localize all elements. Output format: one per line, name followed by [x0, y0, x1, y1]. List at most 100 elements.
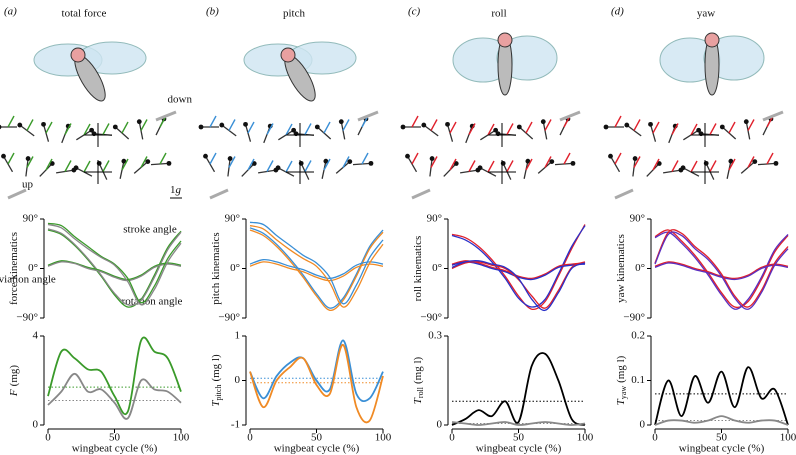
force-arrow — [342, 119, 350, 131]
y-axis-label: Tyaw (mg l) — [615, 355, 628, 405]
x-tick-label: 50 — [109, 432, 121, 444]
force-arrow — [430, 119, 438, 131]
stick-dot — [400, 124, 406, 130]
force-arrow — [487, 160, 495, 173]
force-arrow — [285, 160, 293, 173]
x-tick-label: 0 — [45, 432, 51, 444]
force-arrow — [544, 156, 552, 168]
stick-dot — [136, 119, 142, 125]
y-label-main: T — [615, 398, 627, 405]
stick-dot — [275, 165, 281, 171]
y-label-unit: (mg l) — [210, 354, 222, 382]
y-tick-label: 1 — [235, 330, 241, 342]
stick-dot — [1, 153, 6, 159]
force-arrow — [140, 119, 148, 131]
x-tick-label: 0 — [652, 432, 658, 444]
force-arrow — [747, 119, 755, 131]
force-arrow — [563, 152, 571, 165]
stick-dot — [243, 121, 248, 127]
force-arrow — [285, 123, 293, 136]
force-arrow — [525, 158, 533, 171]
force-arrow — [64, 160, 72, 172]
line — [451, 260, 586, 312]
grey-arrow — [7, 188, 27, 200]
force-arrow — [690, 123, 698, 136]
force-arrow — [709, 123, 717, 135]
y-axis-label: Tpitch (mg l) — [210, 354, 223, 407]
stick-dot — [145, 159, 151, 164]
force-arrow — [449, 121, 457, 134]
y-label-main: pitch kinematics — [210, 232, 222, 304]
x-axis-label: wingbeat cycle (%) — [476, 443, 562, 455]
force-arrow — [633, 156, 641, 168]
panel-title: yaw — [697, 8, 715, 20]
y-axis-label: roll kinematics — [412, 236, 424, 302]
force-arrow — [102, 123, 110, 135]
stick-dot — [89, 127, 95, 133]
line — [654, 229, 789, 308]
stick-dot — [166, 160, 172, 166]
stick-dot — [198, 124, 204, 130]
y-tick-label: 0 — [33, 419, 39, 431]
force-arrow — [709, 160, 717, 172]
force-arrow — [766, 152, 774, 165]
stick-dot — [603, 124, 609, 130]
force-arrow — [747, 156, 755, 168]
stick-dot — [17, 122, 23, 128]
y-tick-label: 90° — [225, 213, 240, 225]
annotation: stroke angle — [123, 224, 177, 236]
stick-dot — [251, 161, 257, 166]
force-arrow — [7, 152, 15, 165]
y-tick-label: 0° — [432, 262, 442, 274]
stick-dot — [453, 161, 459, 166]
stick-dot — [73, 165, 79, 171]
stick-dot — [323, 158, 329, 164]
force-arrow — [266, 123, 274, 135]
stick-dot — [549, 159, 555, 164]
force-arrow — [468, 123, 476, 135]
y-label-main: F — [8, 389, 20, 397]
y-label-unit: (mg) — [8, 365, 20, 387]
grey-arrow — [762, 110, 784, 122]
line — [654, 231, 789, 310]
force-arrow — [228, 156, 236, 168]
force-arrow — [411, 115, 419, 128]
stick-dot — [516, 124, 522, 130]
force-arrow — [26, 119, 34, 131]
force-arrow — [64, 123, 72, 135]
force-arrow — [45, 121, 53, 134]
y-tick-label: 0.3 — [428, 330, 442, 342]
stick-dot — [728, 158, 734, 164]
stick-dot — [540, 119, 546, 125]
y-tick-label: −90° — [623, 312, 645, 324]
panel-label: (d) — [611, 6, 624, 18]
scale-unit: g — [176, 184, 182, 196]
y-label-unit: (mg l) — [412, 356, 424, 384]
scale-number: 1 — [170, 184, 176, 196]
line — [249, 343, 384, 424]
x-tick-label: 100 — [173, 432, 190, 444]
force-arrow — [652, 158, 660, 171]
x-tick-label: 100 — [375, 432, 392, 444]
force-arrow — [304, 123, 312, 135]
y-tick-label: 90° — [23, 213, 38, 225]
line — [47, 372, 182, 420]
stick-dot — [219, 122, 225, 128]
y-tick-label: 4 — [33, 330, 39, 342]
x-tick-label: 0 — [449, 432, 455, 444]
fly-head — [497, 32, 513, 48]
stick-dot — [421, 122, 427, 128]
stick-dot — [338, 119, 344, 125]
y-label-unit: (mg l) — [615, 355, 627, 383]
stick-dot — [696, 127, 702, 133]
line — [249, 339, 384, 402]
stick-dot — [648, 121, 653, 127]
line — [47, 222, 182, 304]
x-tick-label: 50 — [311, 432, 323, 444]
stick-dot — [632, 156, 638, 161]
stick-dot — [525, 158, 531, 164]
force-arrow — [468, 160, 476, 172]
force-arrow — [209, 152, 217, 165]
force-arrow — [506, 123, 514, 135]
